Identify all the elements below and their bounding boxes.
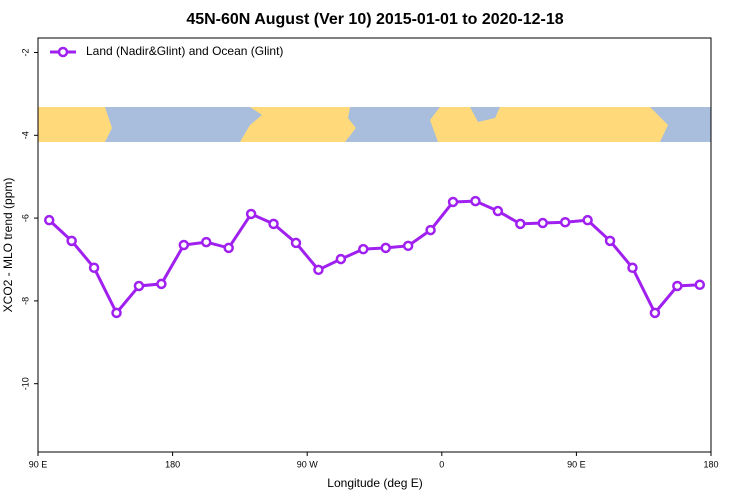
point [201,236,212,248]
point [380,242,391,254]
chart-title: 45N-60N August (Ver 10) 2015-01-01 to 20… [186,11,563,28]
point [245,208,257,220]
point [649,307,661,319]
point [358,243,369,255]
x-tick-label: 180 [703,459,718,469]
point [694,279,706,290]
x-tick-label: 90 E [567,459,586,469]
y-tick-label: -2 [20,48,30,56]
point [492,205,504,217]
y-tick-label: -8 [20,297,30,305]
point [335,253,347,265]
point [402,240,414,252]
point [582,214,593,226]
point [223,242,234,254]
legend-text: Land (Nadir&Glint) and Ocean (Glint) [86,44,283,58]
y-tick-label: -4 [20,131,30,139]
point [425,224,436,236]
point [88,262,100,274]
point [111,307,122,319]
y-axis-label: XCO2 - MLO trend (ppm) [1,178,15,313]
point [470,195,481,207]
point [559,216,571,228]
y-tick-label: -10 [20,377,30,390]
point [672,280,683,292]
point [43,214,55,226]
point [156,278,167,290]
plot-frame [37,37,712,453]
x-tick-label: 90 W [297,459,319,469]
x-tick-label: 90 E [29,459,48,469]
map-strip [38,107,711,142]
point [178,239,190,251]
legend-marker [57,46,69,58]
point [604,235,616,247]
point [627,262,638,274]
x-tick-label: 180 [165,459,180,469]
point [290,237,302,249]
x-tick-label: 0 [439,459,444,469]
point [133,280,145,292]
point [537,217,548,229]
point [313,264,324,276]
series-line [48,199,700,316]
point [447,196,459,208]
point [268,218,279,230]
point [66,235,77,247]
y-tick-label: -6 [20,214,30,222]
point [515,218,526,230]
x-axis-label: Longitude (deg E) [327,476,422,490]
